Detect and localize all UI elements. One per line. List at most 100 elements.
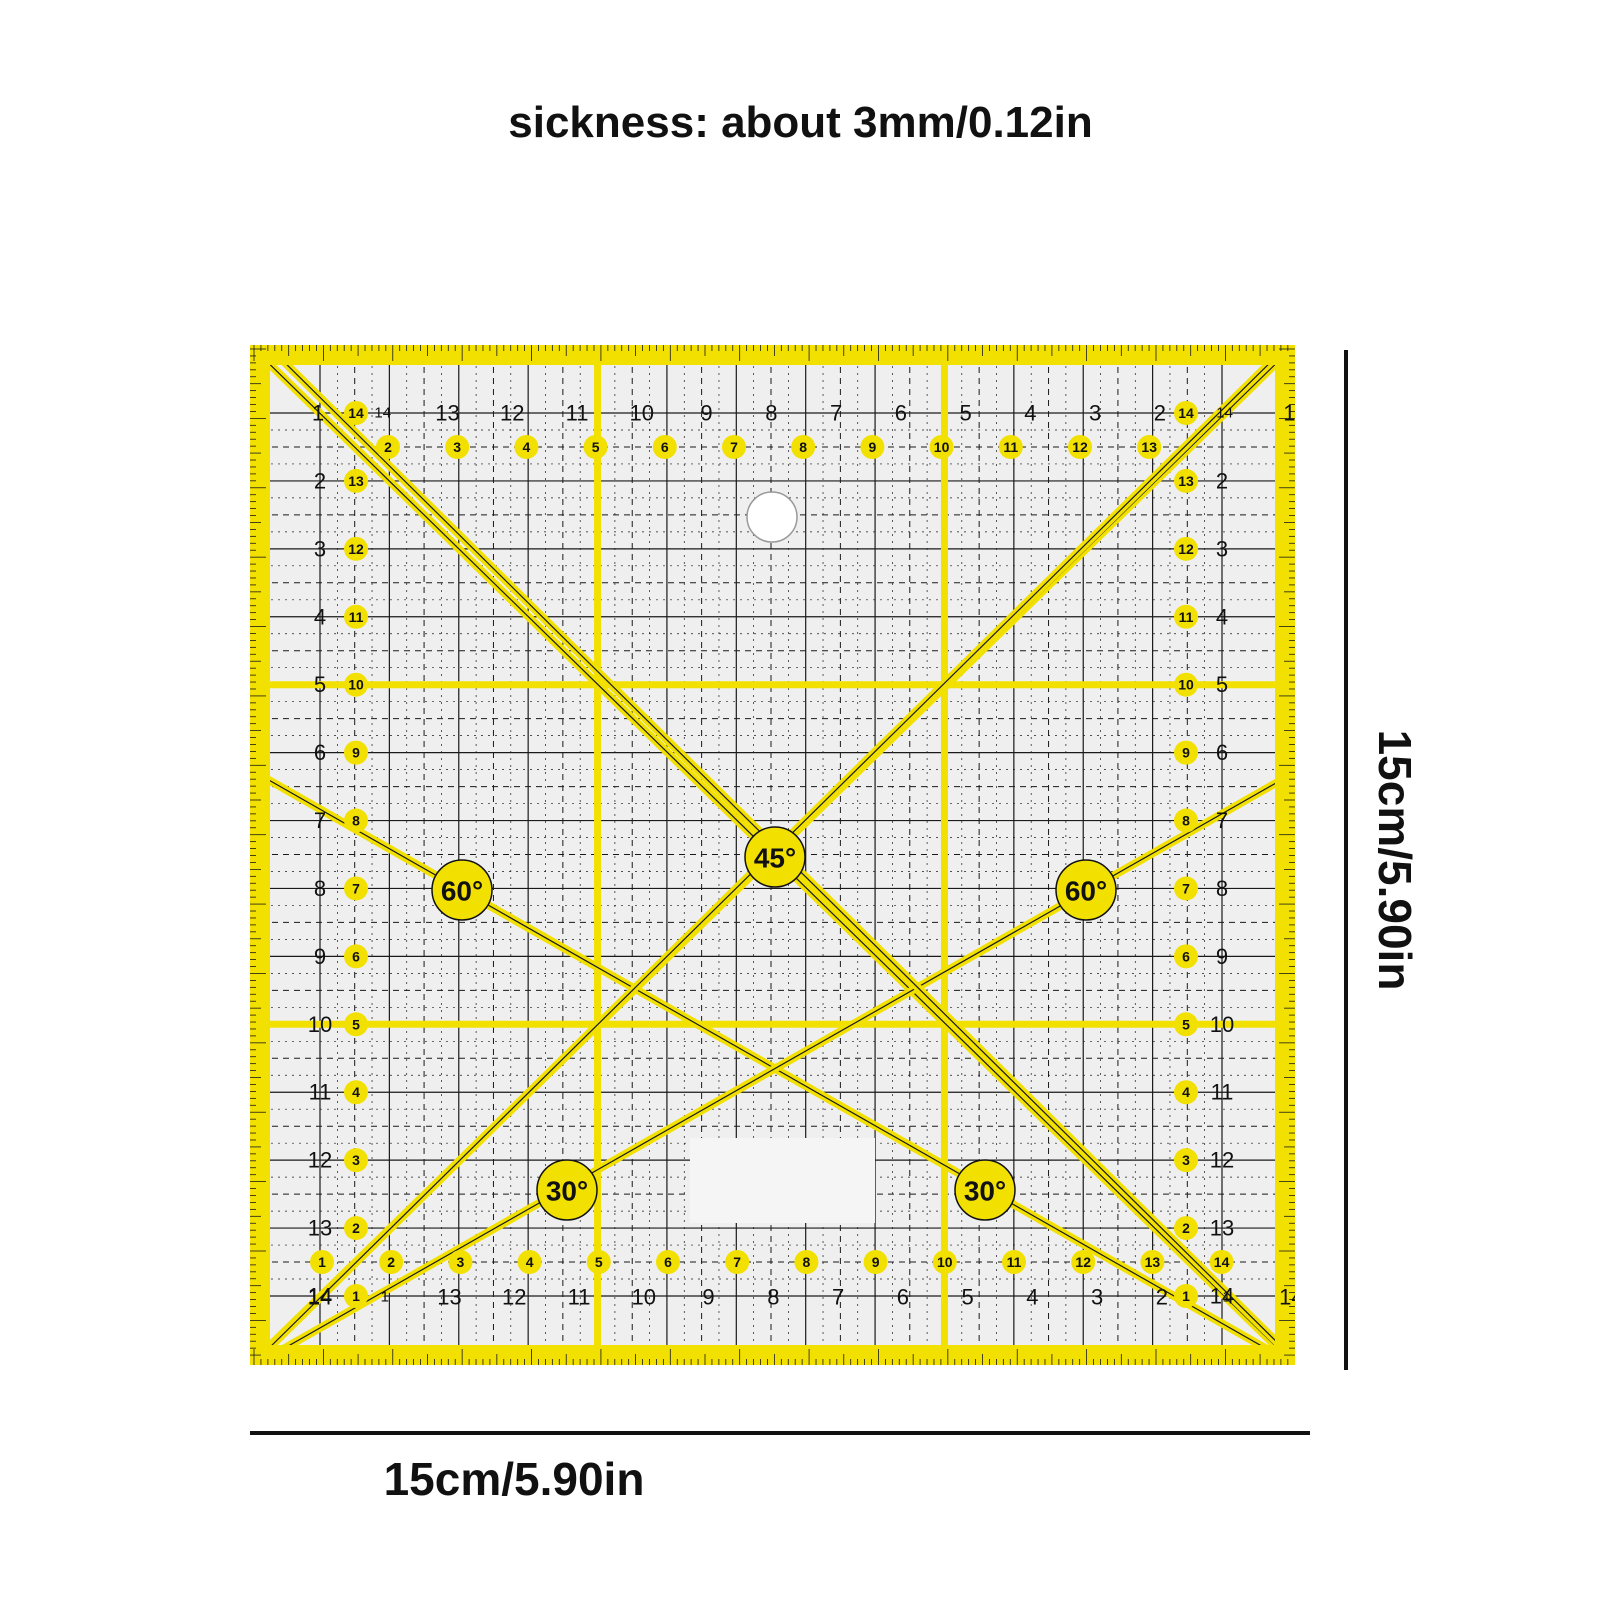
outer-scale-top-label: 7 xyxy=(830,401,842,426)
ruler-edge-ticks xyxy=(250,345,1295,1365)
dot-scale-left-label: 1 xyxy=(352,1288,360,1304)
diagonal-center-line xyxy=(254,774,1291,1365)
thickness-caption: sickness: about 3mm/0.12in xyxy=(508,98,1093,147)
dot-scale-bottom-label-dot xyxy=(932,1250,957,1274)
outer-scale-right-label: 2 xyxy=(1216,468,1228,493)
outer-scale-top-label: 8 xyxy=(765,401,777,426)
dot-scale-top-label-dot xyxy=(1137,435,1162,459)
dot-scale-right-label: 4 xyxy=(1182,1084,1190,1100)
outer-scale-left-label: 10 xyxy=(308,1012,332,1037)
outer-scale-top-label: 14 xyxy=(374,405,391,422)
top-scale-band xyxy=(250,345,1295,365)
outer-scale-bottom-label: 11 xyxy=(568,1285,591,1310)
dot-scale-top-label-dot xyxy=(722,435,746,459)
dot-scale-left-label: 9 xyxy=(352,745,360,761)
angle-mark-badge xyxy=(744,826,806,888)
outer-scale-top-label: 12 xyxy=(500,401,524,426)
dot-scale-left-label-dot xyxy=(344,604,368,629)
dot-scale-top-label: 5 xyxy=(592,439,600,455)
dot-scale-right-label: 6 xyxy=(1182,948,1190,964)
dot-scale-top-label: 3 xyxy=(453,439,461,455)
dot-scale-bottom-label-dot xyxy=(379,1250,404,1274)
outer-scale-bottom-label: 12 xyxy=(502,1285,526,1310)
dot-scale-left-label-dot xyxy=(344,944,368,969)
dot-scale-right-label-dot xyxy=(1174,1284,1198,1308)
angle-mark-label: 30° xyxy=(964,1176,1006,1207)
dot-scale-bottom-label: 9 xyxy=(872,1254,880,1270)
dot-scale-left-label-dot xyxy=(344,1216,368,1241)
outer-scale-right-label: 13 xyxy=(1210,1216,1234,1241)
dot-scale-bottom-label-dot xyxy=(1002,1250,1026,1274)
dot-scale-left-label: 3 xyxy=(352,1152,360,1168)
angle-mark-badge xyxy=(954,1159,1016,1221)
dot-scale-bottom-label-dot xyxy=(1071,1250,1096,1274)
dot-scale-bottom-label: 11 xyxy=(1007,1254,1022,1270)
outer-scale-right-label: 14 xyxy=(1210,1284,1234,1309)
dot-scale-top-label: 10 xyxy=(934,439,950,455)
outer-scale-bottom-label: 6 xyxy=(897,1285,909,1310)
dot-scale-right-label: 8 xyxy=(1182,813,1190,829)
dot-scale-right-label: 9 xyxy=(1182,745,1190,761)
bottom-scale-band xyxy=(250,1345,1295,1365)
angle-marks: 45° 60° 60° 30° 30° xyxy=(431,826,1117,1221)
dot-scale-right-label: 3 xyxy=(1182,1152,1190,1168)
dot-scale-top-label: 6 xyxy=(661,439,669,455)
dot-scale-top-label: 8 xyxy=(799,439,807,455)
dot-scale-right-label-dot xyxy=(1174,1216,1198,1241)
dot-scale-bottom-label-dot xyxy=(1209,1250,1234,1274)
dot-scale-bottom-label-dot xyxy=(448,1250,473,1274)
outer-scale-left-label: 8 xyxy=(314,876,326,901)
angle-mark-badge xyxy=(536,1159,598,1221)
dot-scale-top-label: 7 xyxy=(730,439,738,455)
outer-scale-left-label: 2 xyxy=(314,468,326,493)
dot-scale-top-label: 9 xyxy=(869,439,877,455)
dot-scale-bottom-label: 3 xyxy=(457,1254,465,1270)
dot-scale-top-label: 11 xyxy=(1003,439,1018,455)
dot-scale-right-label-dot xyxy=(1174,401,1198,425)
outer-scale-top-label: 3 xyxy=(1089,401,1101,426)
outer-scale-left-label: 7 xyxy=(314,808,326,833)
outer-scale-left-label: 11 xyxy=(309,1080,332,1105)
ruler-scale-labels: 1 14 13 12 11 10 9 8 7 6 5 4 3 2 14 114 1 13 12 11 10 9 8 7 6 5 4 3… xyxy=(308,401,1303,1310)
outer-scale-left-label: 12 xyxy=(308,1148,332,1173)
dot-scale-right-label-dot xyxy=(1174,1012,1198,1037)
right-scale-band xyxy=(1275,345,1295,1365)
outer-scale-left-label: 13 xyxy=(308,1216,332,1241)
outer-scale-bottom-label: 14 xyxy=(1279,1285,1303,1310)
dot-scale-left-label: 10 xyxy=(348,677,364,693)
outer-scale-right-label: 10 xyxy=(1210,1012,1234,1037)
dot-scale-top-label-dot xyxy=(860,435,885,459)
dot-scale-bottom-label: 13 xyxy=(1145,1254,1161,1270)
dot-scale-left-label-dot xyxy=(344,1284,368,1308)
outer-scale-right-label: 9 xyxy=(1216,944,1228,969)
angle-mark-label: 45° xyxy=(754,843,796,874)
dot-scale-top-label-dot xyxy=(791,435,816,459)
outer-scale-top-label: 1 xyxy=(1283,401,1295,426)
dot-scale-left-label-dot xyxy=(344,1148,368,1173)
dot-scale-bottom-label-dot xyxy=(863,1250,888,1274)
outer-scale-right-label: 7 xyxy=(1216,808,1228,833)
dot-scale-left-label: 14 xyxy=(348,405,364,421)
outer-scale-bottom-label: 1 xyxy=(1222,1289,1230,1306)
dot-scale-right-label-dot xyxy=(1174,672,1198,697)
dot-scale-top-label-dot xyxy=(998,435,1023,459)
dot-scale-right-label-dot xyxy=(1174,1080,1198,1105)
width-dimension-line xyxy=(250,1431,1310,1435)
dot-scale-right-label: 2 xyxy=(1182,1220,1190,1236)
outer-scale-bottom-label: 7 xyxy=(832,1285,844,1310)
angle-mark-label: 60° xyxy=(441,876,483,907)
dot-scale-bottom-label: 2 xyxy=(387,1254,395,1270)
dot-scale-right-label-dot xyxy=(1174,944,1198,969)
dot-scale-right-label: 14 xyxy=(1178,405,1194,421)
outer-scale-left-label: 3 xyxy=(314,536,326,561)
dot-scale-bottom-label-dot xyxy=(794,1250,819,1274)
height-caption: 15cm/5.90in xyxy=(1369,729,1421,991)
outer-scale-bottom-label: 2 xyxy=(1156,1285,1168,1310)
outer-scale-right-label: 3 xyxy=(1216,536,1228,561)
dot-scale-left-label: 2 xyxy=(352,1220,360,1236)
dot-scale-bottom-label-dot xyxy=(656,1250,680,1274)
angle-mark-label: 60° xyxy=(1065,876,1107,907)
outer-scale-top-label: 13 xyxy=(435,401,459,426)
dot-scale-bottom-label: 10 xyxy=(937,1254,953,1270)
